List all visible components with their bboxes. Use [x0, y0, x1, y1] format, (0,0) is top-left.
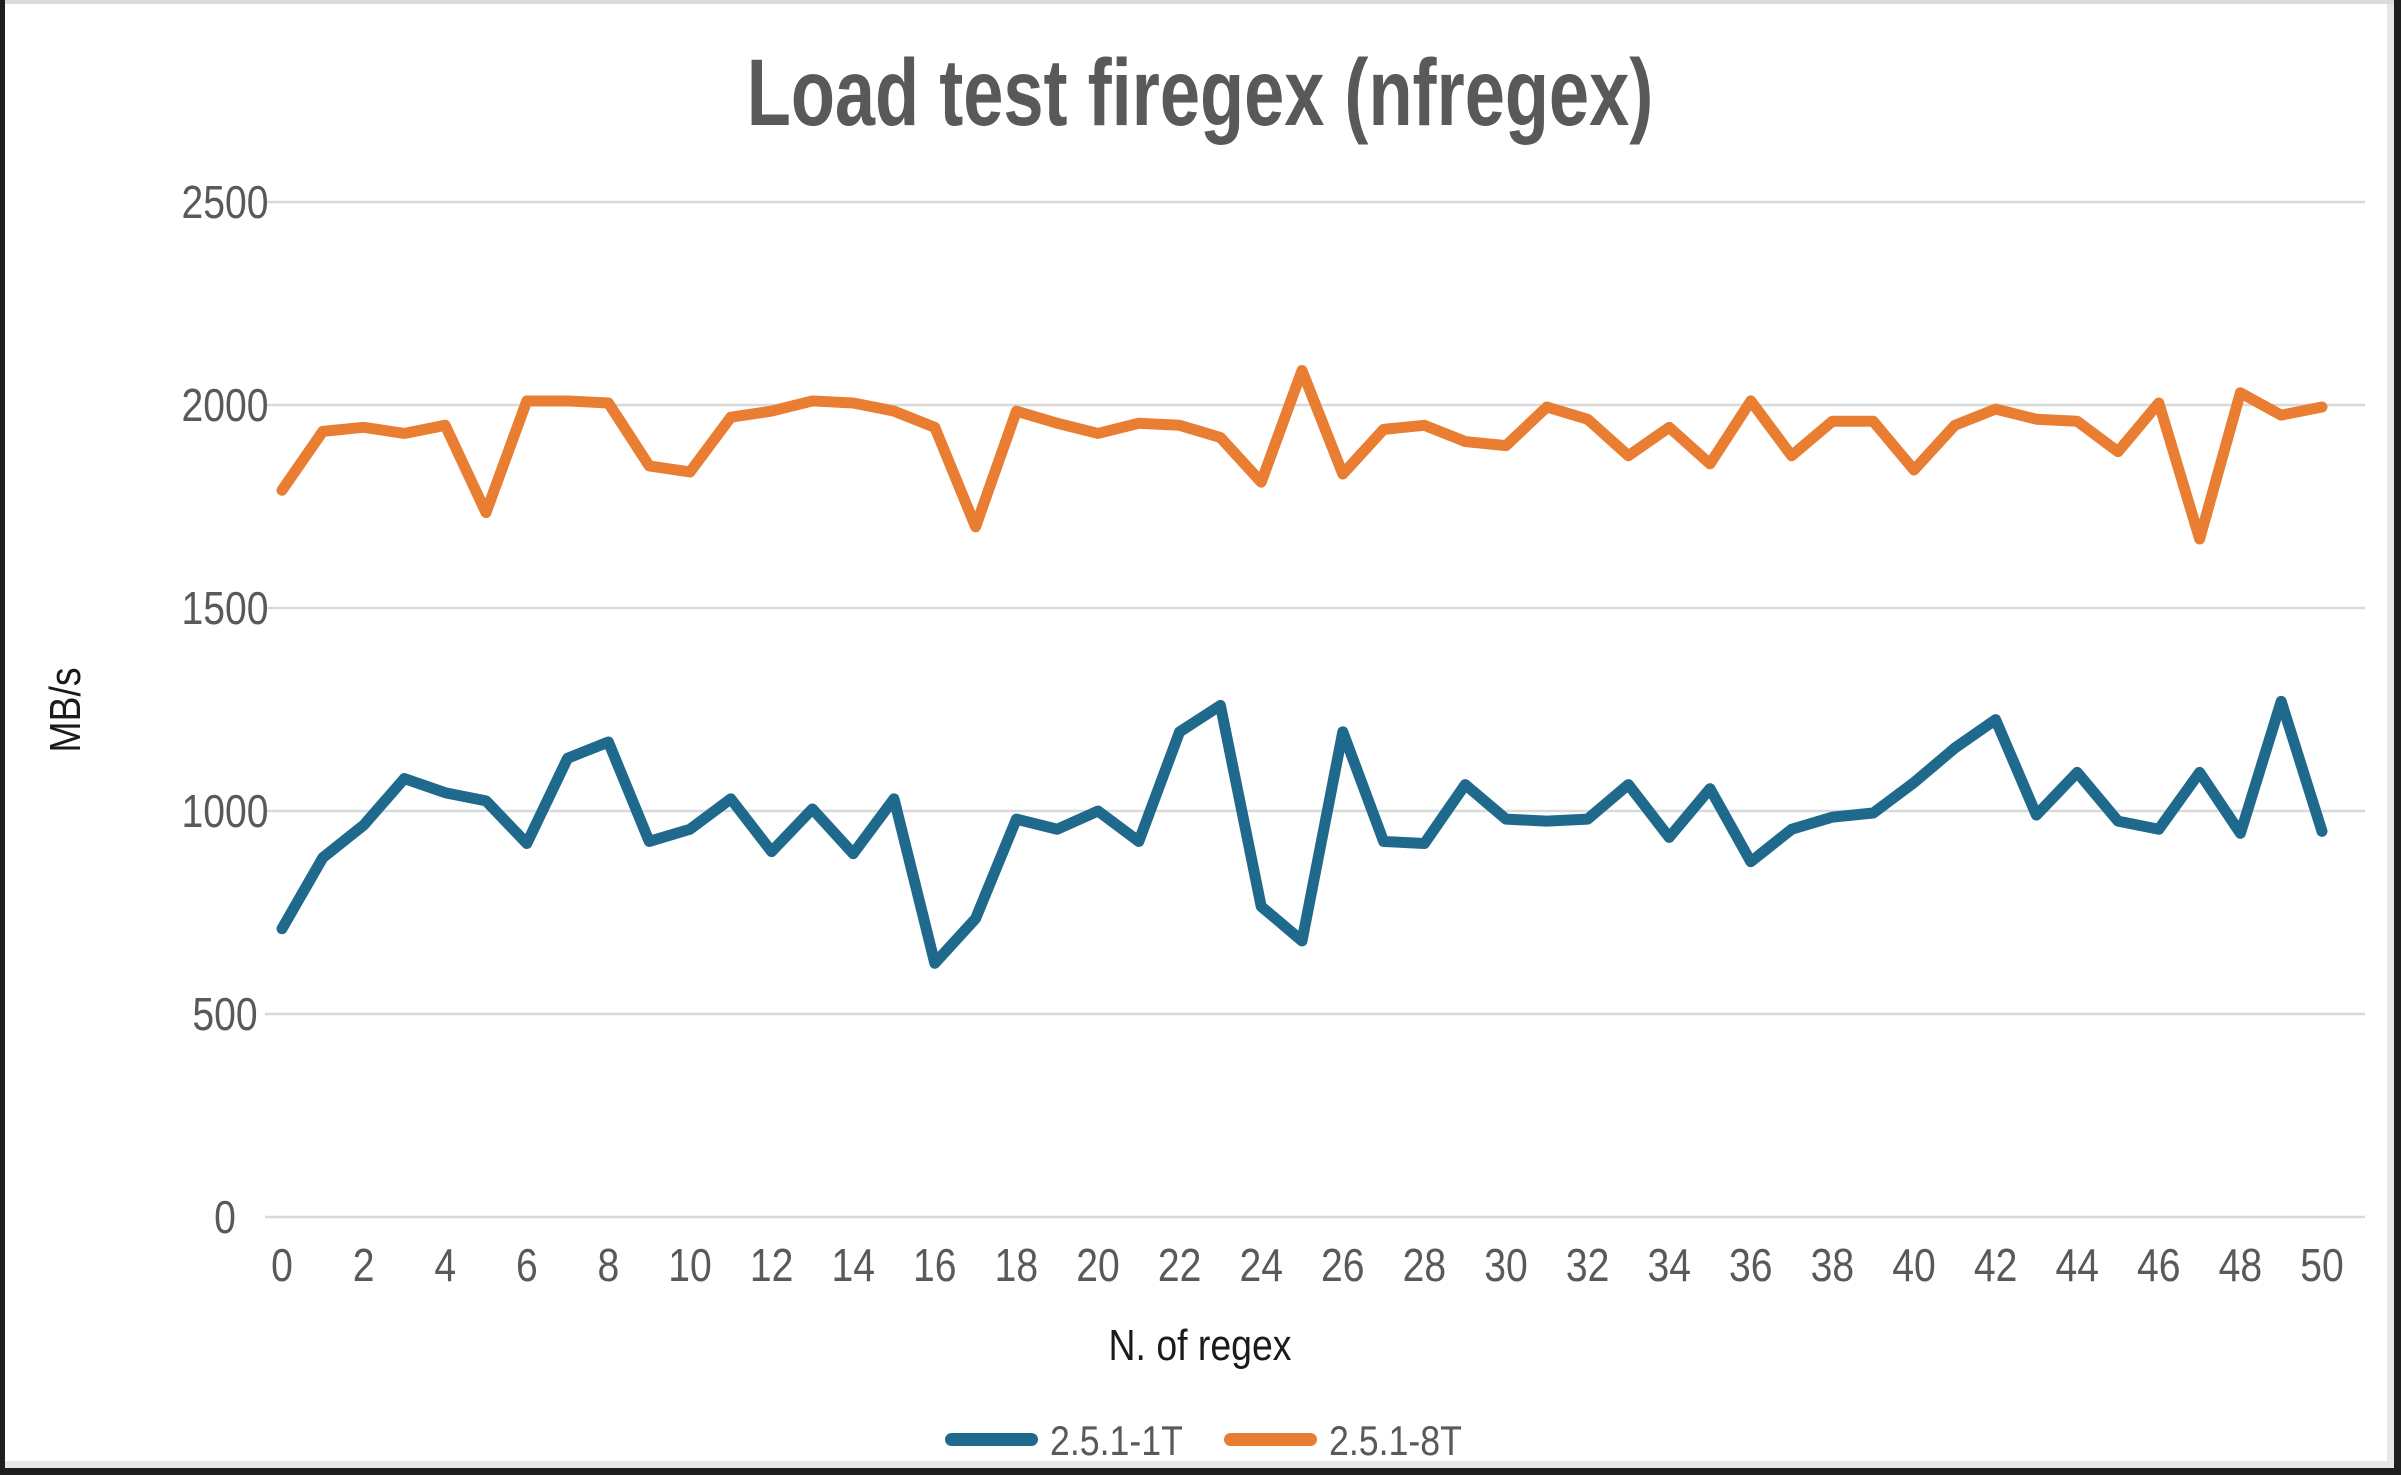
x-tick-label-0: 0: [271, 1240, 293, 1292]
x-tick-label-4: 4: [434, 1240, 456, 1292]
legend-label-2-5-1-8T: 2.5.1-8T: [1329, 1418, 1462, 1464]
chart-title: Load test firegex (nfregex): [747, 39, 1654, 145]
x-tick-label-18: 18: [995, 1240, 1038, 1292]
frame-edge-left: [0, 0, 5, 1475]
x-tick-label-50: 50: [2300, 1240, 2343, 1292]
x-tick-label-24: 24: [1239, 1240, 1282, 1292]
y-tick-label-1000: 1000: [182, 786, 269, 838]
x-tick-label-38: 38: [1811, 1240, 1854, 1292]
y-tick-label-2000: 2000: [182, 380, 269, 432]
legend-label-2-5-1-1T: 2.5.1-1T: [1050, 1418, 1183, 1464]
series-line-2-5-1-1T: [276, 695, 2328, 969]
x-tick-label-48: 48: [2219, 1240, 2262, 1292]
x-tick-label-40: 40: [1892, 1240, 1935, 1292]
x-tick-label-20: 20: [1076, 1240, 1119, 1292]
x-tick-label-32: 32: [1566, 1240, 1609, 1292]
x-tick-label-14: 14: [831, 1240, 874, 1292]
gridlines: [265, 200, 2365, 1219]
x-tick-label-8: 8: [598, 1240, 620, 1292]
x-tick-label-30: 30: [1484, 1240, 1527, 1292]
x-tick-label-12: 12: [750, 1240, 793, 1292]
legend-swatch-2-5-1-1T: [945, 1433, 1038, 1446]
x-tick-label-44: 44: [2055, 1240, 2098, 1292]
x-tick-label-26: 26: [1321, 1240, 1364, 1292]
x-tick-label-28: 28: [1403, 1240, 1446, 1292]
y-tick-label-0: 0: [214, 1192, 236, 1244]
frame-edge-inner-right: [2387, 4, 2394, 1468]
y-axis-title: MB/s: [40, 667, 90, 752]
frame-edge-bottom: [0, 1468, 2401, 1475]
y-tick-label-1500: 1500: [182, 583, 269, 635]
frame-edge-inner-bottom: [5, 1461, 2387, 1468]
x-tick-label-10: 10: [668, 1240, 711, 1292]
x-tick-label-22: 22: [1158, 1240, 1201, 1292]
frame-edge-right: [2394, 0, 2401, 1475]
x-axis-title: N. of regex: [1109, 1320, 1292, 1370]
x-axis-tick-labels: 0 2 4 6 8 10 12 14 16 18 20 22 24 26 28 30 32 34 36 38 40 42 4…: [271, 1240, 2344, 1292]
x-tick-label-16: 16: [913, 1240, 956, 1292]
frame-edge-top: [0, 0, 2401, 4]
x-tick-label-46: 46: [2137, 1240, 2180, 1292]
x-tick-label-6: 6: [516, 1240, 538, 1292]
x-tick-label-2: 2: [353, 1240, 375, 1292]
series-line-2-5-1-8T: [276, 364, 2328, 545]
x-tick-label-36: 36: [1729, 1240, 1772, 1292]
legend-swatch-2-5-1-8T: [1224, 1433, 1317, 1446]
series-lines: [276, 364, 2328, 969]
x-tick-label-42: 42: [1974, 1240, 2017, 1292]
y-axis-tick-labels: 0 500 1000 1500 2000 2500: [182, 177, 269, 1244]
y-tick-label-2500: 2500: [182, 177, 269, 229]
x-tick-label-34: 34: [1647, 1240, 1690, 1292]
y-tick-label-500: 500: [192, 989, 257, 1041]
legend: 2.5.1-1T 2.5.1-8T: [945, 1418, 1462, 1465]
